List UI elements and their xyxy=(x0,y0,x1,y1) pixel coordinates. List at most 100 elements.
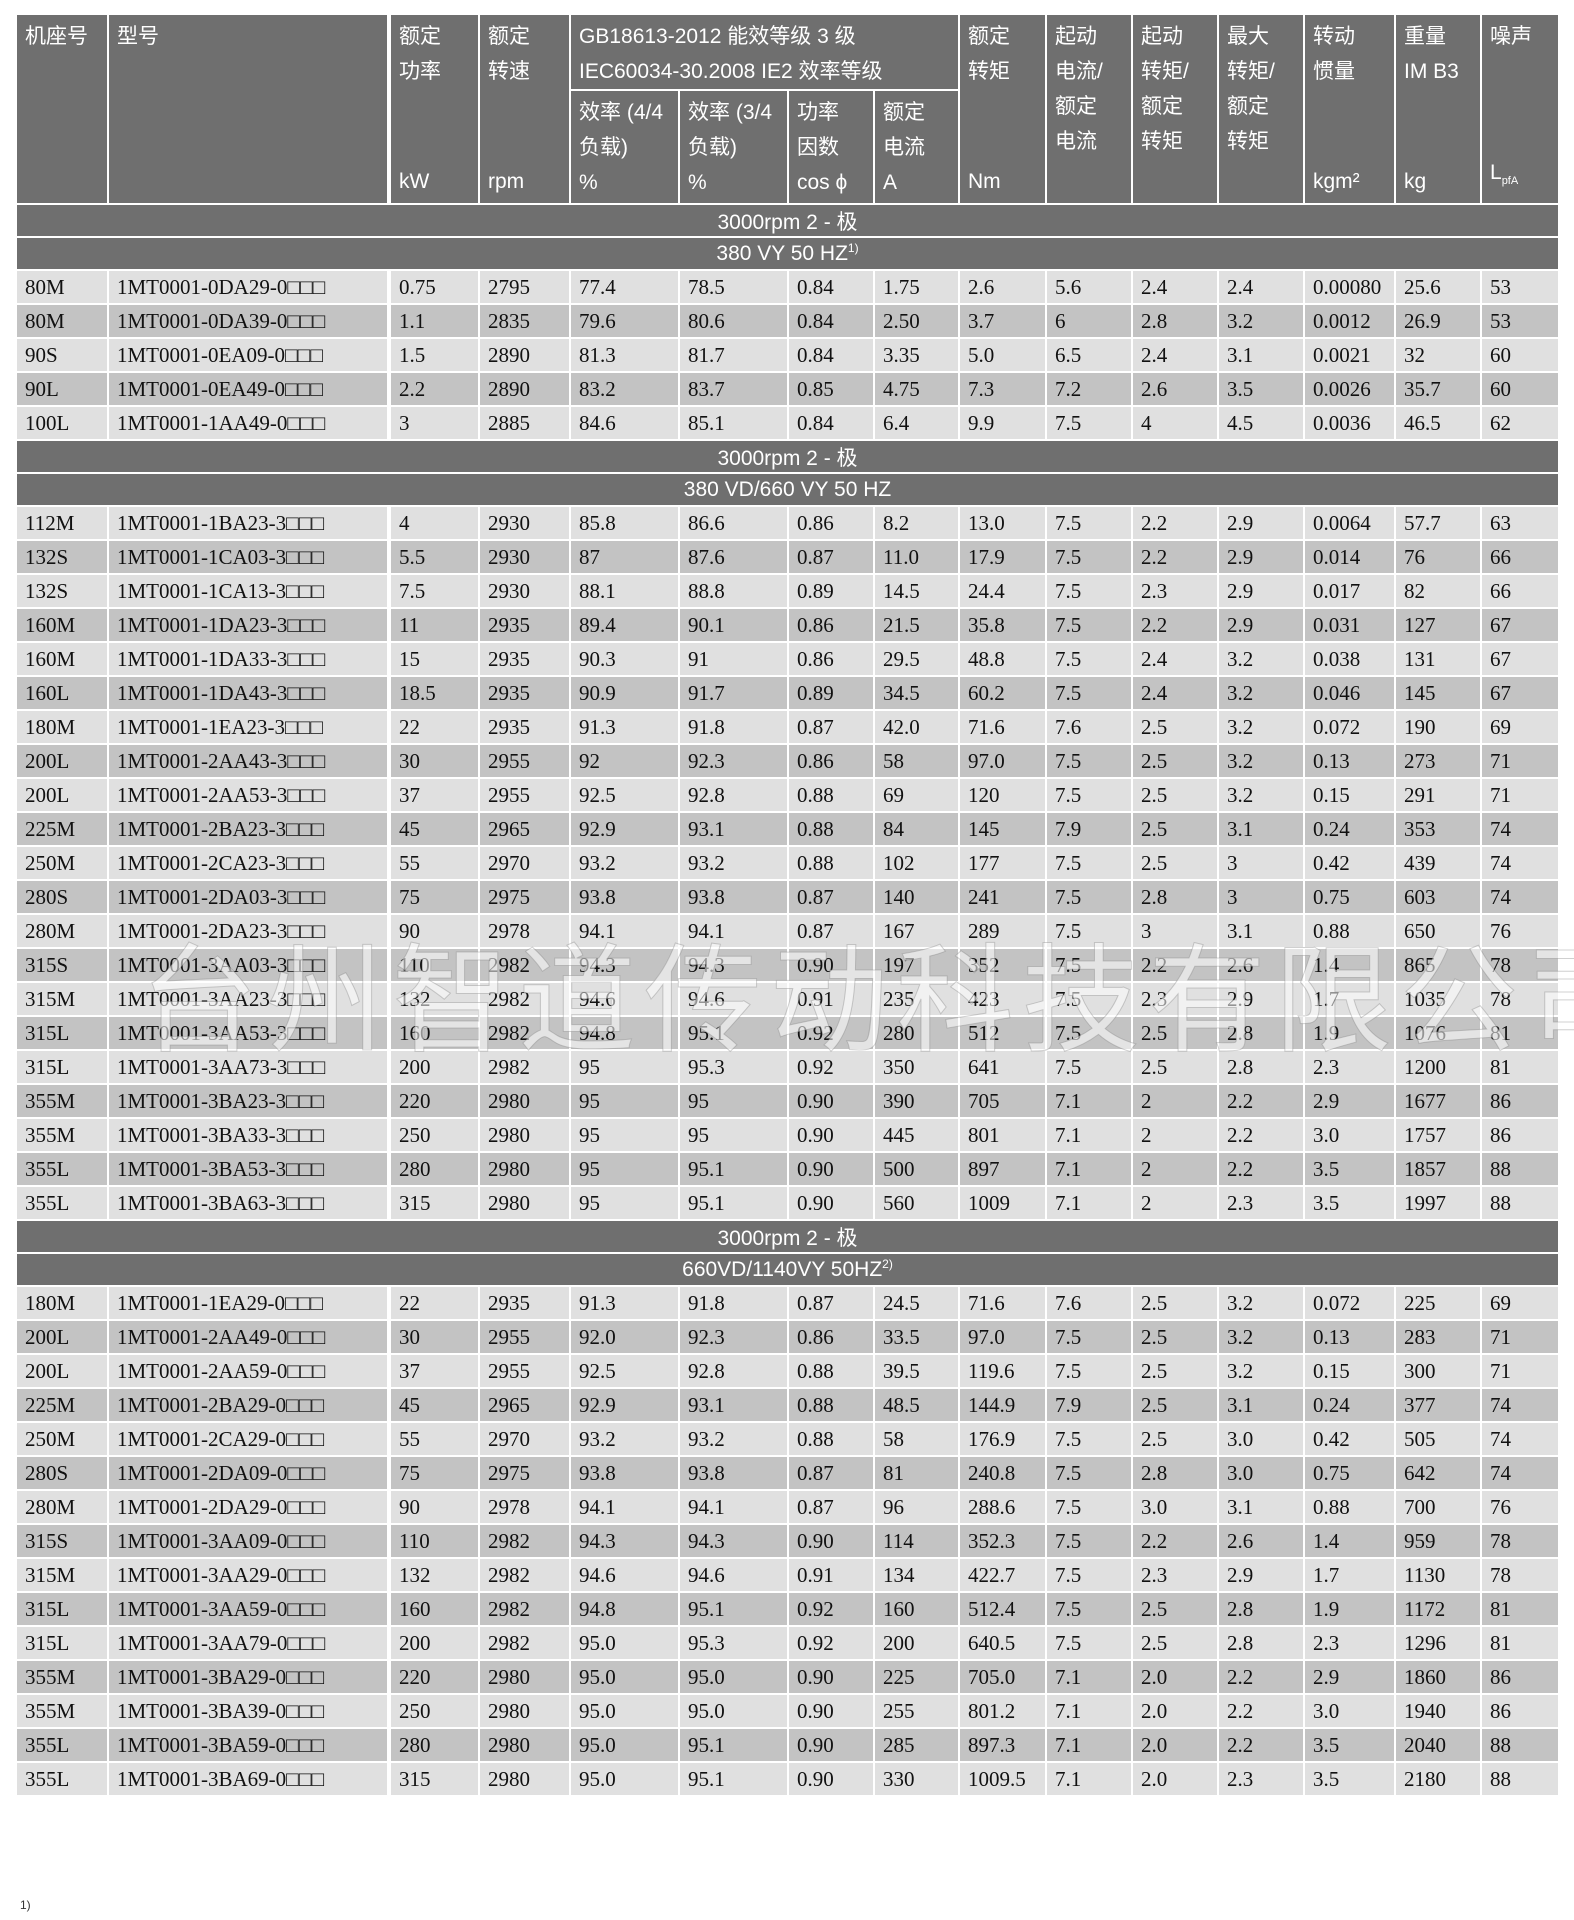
table-cell: 1MT0001-3AA23-3□□□ xyxy=(107,981,391,1017)
table-cell: 200L xyxy=(15,777,109,813)
table-cell: 2.6 xyxy=(1217,947,1305,983)
table-cell: 2.9 xyxy=(1217,981,1305,1017)
table-cell: 7.5 xyxy=(1045,573,1133,609)
table-cell: 94.6 xyxy=(569,1557,680,1593)
table-cell: 2.50 xyxy=(873,303,960,339)
table-cell: 897 xyxy=(958,1151,1047,1187)
table-cell: 2.3 xyxy=(1217,1761,1305,1797)
table-cell: 897.3 xyxy=(958,1727,1047,1763)
table-cell: 74 xyxy=(1480,845,1560,881)
table-cell: 97.0 xyxy=(958,1319,1047,1355)
section-title: 3000rpm 2 - 极 xyxy=(15,439,1560,474)
table-cell: 60 xyxy=(1480,337,1560,373)
table-cell: 0.072 xyxy=(1303,1285,1396,1321)
table-cell: 2.8 xyxy=(1131,879,1219,915)
table-cell: 280 xyxy=(388,1727,480,1763)
table-cell: 37 xyxy=(388,777,480,813)
table-cell: 0.88 xyxy=(787,1421,875,1457)
table-cell: 801 xyxy=(958,1117,1047,1153)
table-cell: 2.4 xyxy=(1131,269,1219,305)
table-cell: 2.5 xyxy=(1131,1049,1219,1085)
table-cell: 350 xyxy=(873,1049,960,1085)
table-cell: 7.5 xyxy=(1045,1421,1133,1457)
table-row: 132S 1MT0001-1CA13-3□□□ 7.5 2930 88.1 88.8 0.8… xyxy=(15,573,1560,609)
table-cell: 0.88 xyxy=(787,845,875,881)
table-row: 280S 1MT0001-2DA03-3□□□ 75 2975 93.8 93.8 0.87… xyxy=(15,879,1560,915)
table-cell: 177 xyxy=(958,845,1047,881)
col-eff34: 效率 (3/4负载)% xyxy=(678,89,789,205)
table-cell: 90 xyxy=(388,913,480,949)
table-cell: 0.89 xyxy=(787,573,875,609)
table-cell: 641 xyxy=(958,1049,1047,1085)
table-row: 180M 1MT0001-1EA23-3□□□ 22 2935 91.3 91.8 0.87… xyxy=(15,709,1560,745)
table-cell: 3.1 xyxy=(1217,1489,1305,1525)
table-cell: 240.8 xyxy=(958,1455,1047,1491)
table-cell: 355L xyxy=(15,1185,109,1221)
table-cell: 76 xyxy=(1480,913,1560,949)
table-cell: 180M xyxy=(15,1285,109,1321)
table-cell: 1035 xyxy=(1394,981,1482,1017)
section-speed-band: 3000rpm 2 - 极 xyxy=(15,439,1560,474)
table-cell: 0.90 xyxy=(787,947,875,983)
table-cell: 97.0 xyxy=(958,743,1047,779)
table-cell: 2.2 xyxy=(1217,1659,1305,1695)
table-cell: 67 xyxy=(1480,607,1560,643)
table-cell: 2890 xyxy=(478,337,571,373)
table-cell: 92.3 xyxy=(678,1319,789,1355)
table-cell: 71.6 xyxy=(958,709,1047,745)
footnote: 1) xyxy=(20,1898,31,1912)
table-cell: 93.8 xyxy=(678,1455,789,1491)
table-cell: 5.6 xyxy=(1045,269,1133,305)
table-cell: 3.0 xyxy=(1303,1693,1396,1729)
table-cell: 2.5 xyxy=(1131,1319,1219,1355)
table-cell: 7.5 xyxy=(1045,539,1133,575)
table-cell: 132S xyxy=(15,573,109,609)
table-cell: 273 xyxy=(1394,743,1482,779)
table-cell: 7.5 xyxy=(1045,1455,1133,1491)
table-cell: 0.90 xyxy=(787,1083,875,1119)
table-cell: 289 xyxy=(958,913,1047,949)
table-cell: 39.5 xyxy=(873,1353,960,1389)
table-cell: 22 xyxy=(388,709,480,745)
table-cell: 2 xyxy=(1131,1151,1219,1187)
section-voltage-band: 660VD/1140VY 50HZ2) xyxy=(15,1252,1560,1287)
table-cell: 1.1 xyxy=(388,303,480,339)
table-cell: 85.8 xyxy=(569,505,680,541)
table-row: 90S 1MT0001-0EA09-0□□□ 1.5 2890 81.3 81.7 0.84… xyxy=(15,337,1560,373)
table-cell: 145 xyxy=(1394,675,1482,711)
table-cell: 91.8 xyxy=(678,1285,789,1321)
table-cell: 2978 xyxy=(478,913,571,949)
table-cell: 66 xyxy=(1480,539,1560,575)
table-cell: 0.88 xyxy=(787,811,875,847)
table-cell: 84 xyxy=(873,811,960,847)
table-cell: 7.5 xyxy=(1045,981,1133,1017)
table-cell: 4 xyxy=(1131,405,1219,441)
table-cell: 1MT0001-0EA09-0□□□ xyxy=(107,337,391,373)
table-cell: 2.5 xyxy=(1131,743,1219,779)
table-row: 355L 1MT0001-3BA63-3□□□ 315 2980 95 95.1 0.90 5… xyxy=(15,1185,1560,1221)
col-speed-label: 额定转速 xyxy=(488,25,530,83)
table-cell: 315L xyxy=(15,1591,109,1627)
table-cell: 95 xyxy=(569,1185,680,1221)
table-cell: 3.2 xyxy=(1217,641,1305,677)
table-cell: 81 xyxy=(1480,1049,1560,1085)
col-standard-group: GB18613-2012 能效等级 3 级 IEC60034-30.2008 IE… xyxy=(569,13,960,91)
table-cell: 24.4 xyxy=(958,573,1047,609)
table-cell: 167 xyxy=(873,913,960,949)
table-cell: 0.92 xyxy=(787,1015,875,1051)
table-cell: 220 xyxy=(388,1659,480,1695)
table-cell: 7.5 xyxy=(1045,505,1133,541)
table-cell: 2982 xyxy=(478,1557,571,1593)
table-cell: 3.5 xyxy=(1303,1151,1396,1187)
table-cell: 67 xyxy=(1480,675,1560,711)
table-cell: 2965 xyxy=(478,811,571,847)
table-cell: 2.6 xyxy=(1131,371,1219,407)
table-row: 200L 1MT0001-2AA59-0□□□ 37 2955 92.5 92.8 0.88… xyxy=(15,1353,1560,1389)
col-power: 额定功率 kW xyxy=(388,13,480,205)
table-cell: 48.8 xyxy=(958,641,1047,677)
table-cell: 2.3 xyxy=(1131,1557,1219,1593)
table-cell: 220 xyxy=(388,1083,480,1119)
table-cell: 7.5 xyxy=(1045,1591,1133,1627)
table-cell: 2955 xyxy=(478,743,571,779)
table-cell: 95 xyxy=(678,1117,789,1153)
